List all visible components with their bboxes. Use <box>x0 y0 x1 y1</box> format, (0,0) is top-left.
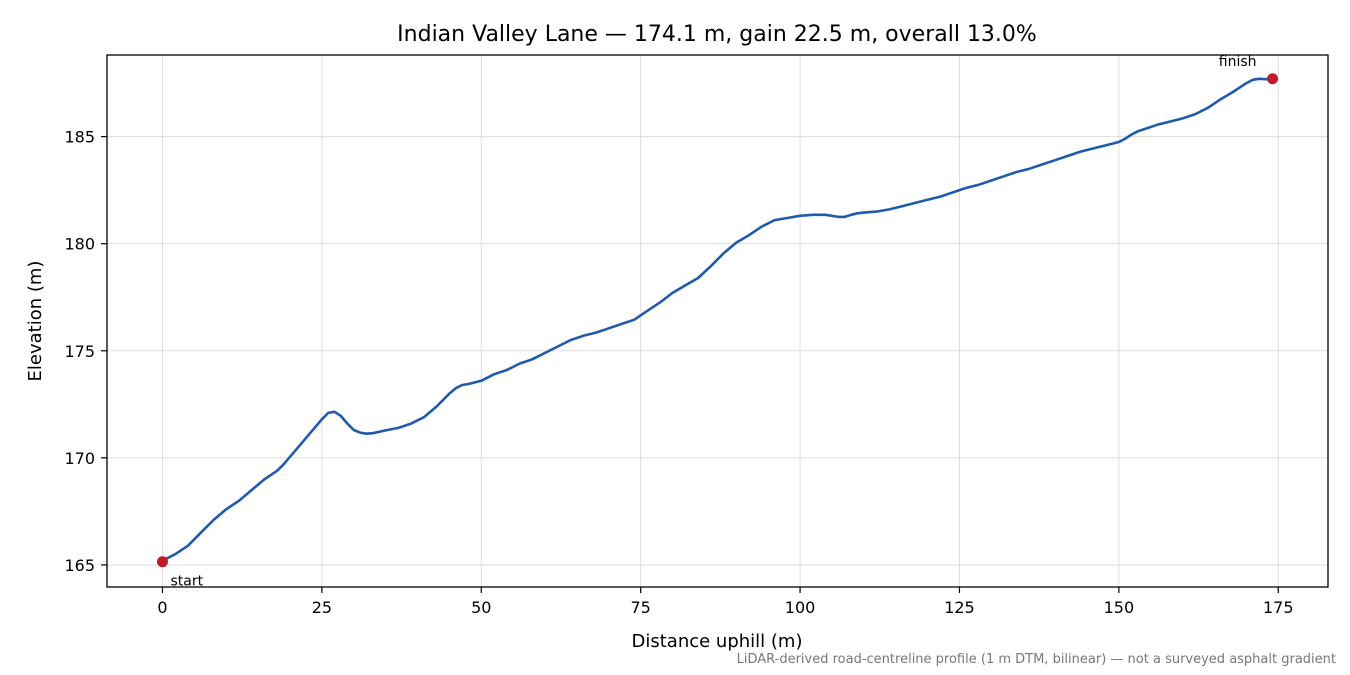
y-tick-label: 185 <box>64 128 95 147</box>
elevation-profile-line <box>161 77 1274 563</box>
markers-layer: start finish <box>156 54 1279 590</box>
grid-lines <box>107 55 1328 587</box>
finish-marker <box>1267 73 1279 85</box>
x-axis-label: Distance uphill (m) <box>632 631 803 652</box>
y-axis-label: Elevation (m) <box>25 261 46 382</box>
y-tick-label: 175 <box>64 342 95 361</box>
x-tick-label: 150 <box>1104 598 1135 617</box>
finish-label: finish <box>1219 54 1257 70</box>
y-tick-label: 180 <box>64 235 95 254</box>
series-layer <box>161 77 1274 563</box>
x-tick-label: 125 <box>944 598 975 617</box>
x-axis-ticks: 0 25 50 75 100 125 150 175 <box>157 587 1294 617</box>
x-tick-label: 0 <box>157 598 167 617</box>
y-tick-label: 170 <box>64 449 95 468</box>
chart-title: Indian Valley Lane — 174.1 m, gain 22.5 … <box>397 22 1037 47</box>
x-tick-label: 175 <box>1263 598 1294 617</box>
x-tick-label: 50 <box>471 598 491 617</box>
y-axis-ticks: 165 170 175 180 185 <box>64 128 107 575</box>
x-tick-label: 100 <box>785 598 816 617</box>
x-tick-label: 75 <box>630 598 650 617</box>
start-label: start <box>170 574 203 590</box>
footnote: LiDAR-derived road-centreline profile (1… <box>736 652 1336 667</box>
x-tick-label: 25 <box>312 598 332 617</box>
plot-frame <box>106 54 1329 588</box>
y-tick-label: 165 <box>64 556 95 575</box>
start-marker <box>156 556 168 568</box>
